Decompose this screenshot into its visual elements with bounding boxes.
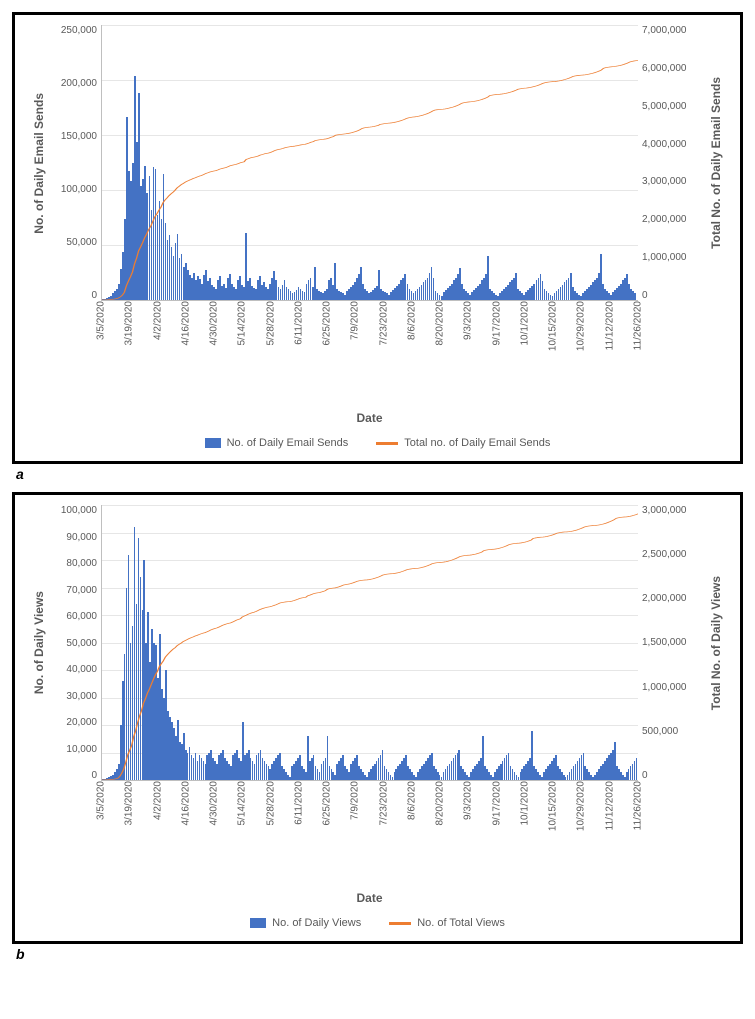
legend-item-bars: No. of Daily Views: [250, 917, 361, 929]
y-left-title: No. of Daily Email Sends: [25, 25, 53, 301]
chart-b: No. of Daily Views 100,00090,00080,00070…: [25, 505, 730, 935]
chart-panel-a: No. of Daily Email Sends 250,000200,0001…: [12, 12, 743, 464]
caption-a: a: [16, 466, 743, 482]
line-series-a: [102, 25, 638, 300]
legend-b: No. of Daily Views No. of Total Views: [25, 911, 730, 935]
plot-area-b: [101, 505, 638, 781]
plot-area-a: [101, 25, 638, 301]
y-right-title: Total No. of Daily Email Sends: [702, 25, 730, 301]
x-ticks-a: 3/5/20203/19/20204/2/20204/16/20204/30/2…: [101, 301, 638, 411]
legend-a: No. of Daily Email Sends Total no. of Da…: [25, 431, 730, 455]
y-right-title: Total No. of Daily Views: [702, 505, 730, 781]
legend-item-bars: No. of Daily Email Sends: [205, 437, 349, 449]
line-swatch-icon: [389, 922, 411, 925]
y-right-ticks: 3,000,0002,500,0002,000,0001,500,0001,00…: [638, 505, 702, 781]
y-right-ticks: 7,000,0006,000,0005,000,0004,000,0003,00…: [638, 25, 702, 301]
legend-item-line: Total no. of Daily Email Sends: [376, 437, 550, 449]
x-axis-title: Date: [101, 891, 638, 911]
chart-panel-b: No. of Daily Views 100,00090,00080,00070…: [12, 492, 743, 944]
x-axis-title: Date: [101, 411, 638, 431]
legend-item-line: No. of Total Views: [389, 917, 505, 929]
y-left-ticks: 250,000200,000150,000100,00050,0000: [53, 25, 101, 301]
y-left-ticks: 100,00090,00080,00070,00060,00050,00040,…: [53, 505, 101, 781]
chart-a: No. of Daily Email Sends 250,000200,0001…: [25, 25, 730, 455]
bar-swatch-icon: [205, 438, 221, 448]
x-ticks-b: 3/5/20203/19/20204/2/20204/16/20204/30/2…: [101, 781, 638, 891]
line-series-b: [102, 505, 638, 780]
y-left-title: No. of Daily Views: [25, 505, 53, 781]
bar-swatch-icon: [250, 918, 266, 928]
caption-b: b: [16, 946, 743, 962]
line-swatch-icon: [376, 442, 398, 445]
